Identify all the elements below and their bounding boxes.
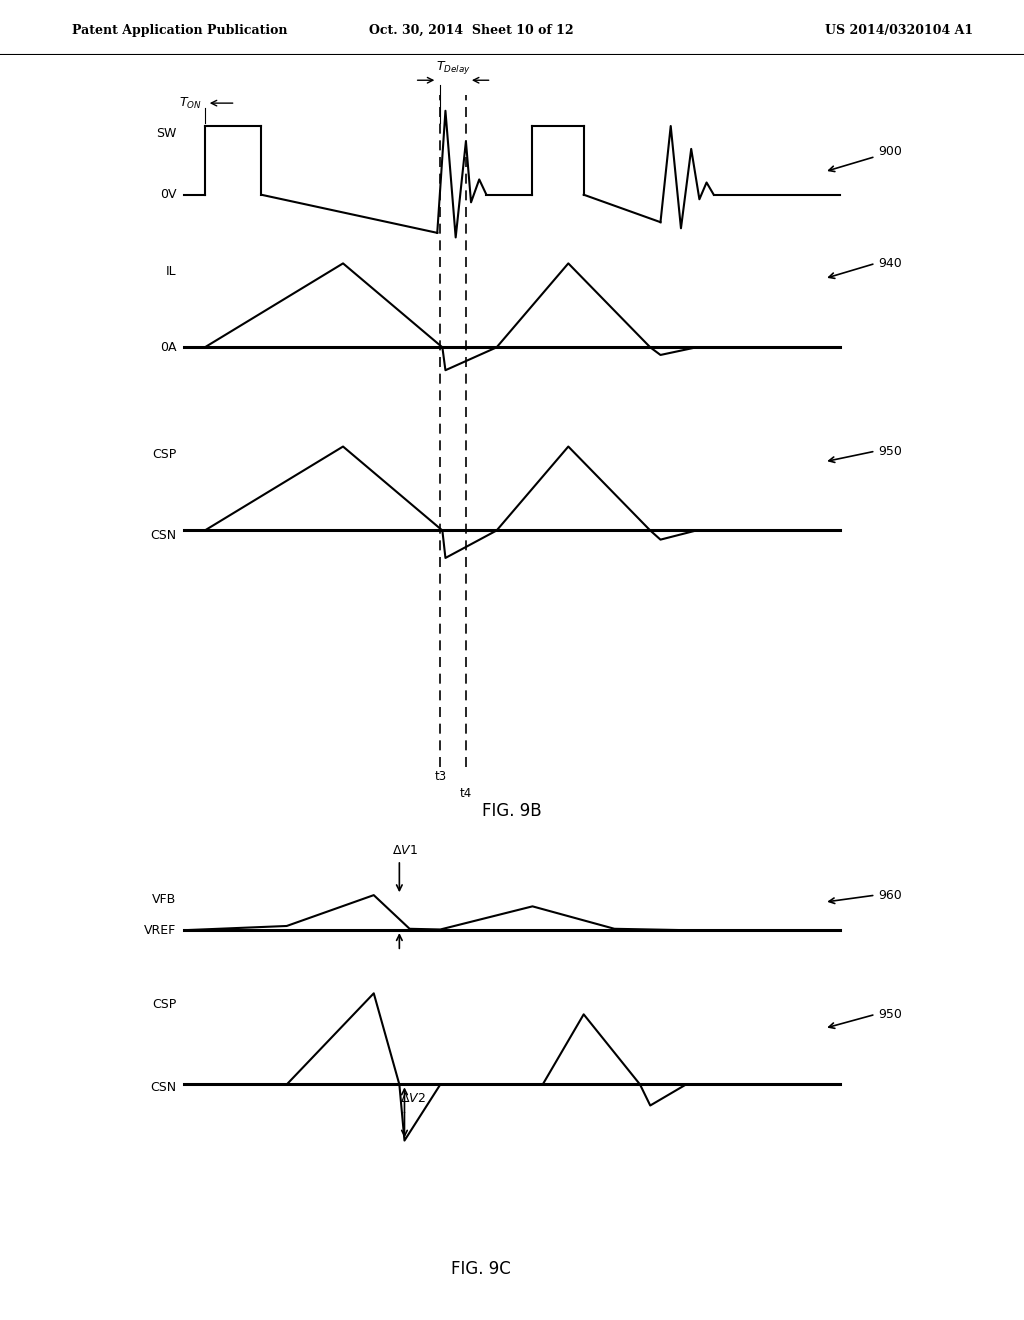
Text: CSN: CSN [150, 528, 176, 541]
Text: US 2014/0320104 A1: US 2014/0320104 A1 [824, 24, 973, 37]
Text: Oct. 30, 2014  Sheet 10 of 12: Oct. 30, 2014 Sheet 10 of 12 [369, 24, 573, 37]
Text: CSP: CSP [152, 998, 176, 1011]
Text: 0V: 0V [160, 189, 176, 201]
Text: 950: 950 [879, 445, 902, 458]
Text: VFB: VFB [152, 892, 176, 906]
Text: $T_{ON}$: $T_{ON}$ [179, 95, 202, 111]
Text: 0A: 0A [160, 341, 176, 354]
Text: $\Delta V1$: $\Delta V1$ [391, 845, 418, 857]
Text: t4: t4 [460, 787, 472, 800]
Text: 950: 950 [879, 1008, 902, 1020]
Text: FIG. 9B: FIG. 9B [482, 803, 542, 820]
Text: $\Delta V2$: $\Delta V2$ [399, 1093, 426, 1106]
Text: SW: SW [156, 127, 176, 140]
Text: CSN: CSN [150, 1081, 176, 1094]
Text: t3: t3 [434, 770, 446, 783]
Text: 900: 900 [879, 145, 902, 158]
Text: $T_{Delay}$: $T_{Delay}$ [435, 58, 471, 75]
Text: 940: 940 [879, 257, 902, 269]
Text: VREF: VREF [144, 924, 176, 937]
Text: FIG. 9C: FIG. 9C [452, 1259, 511, 1278]
Text: CSP: CSP [152, 447, 176, 461]
Text: 960: 960 [879, 888, 902, 902]
Text: Patent Application Publication: Patent Application Publication [72, 24, 287, 37]
Text: IL: IL [166, 264, 176, 277]
